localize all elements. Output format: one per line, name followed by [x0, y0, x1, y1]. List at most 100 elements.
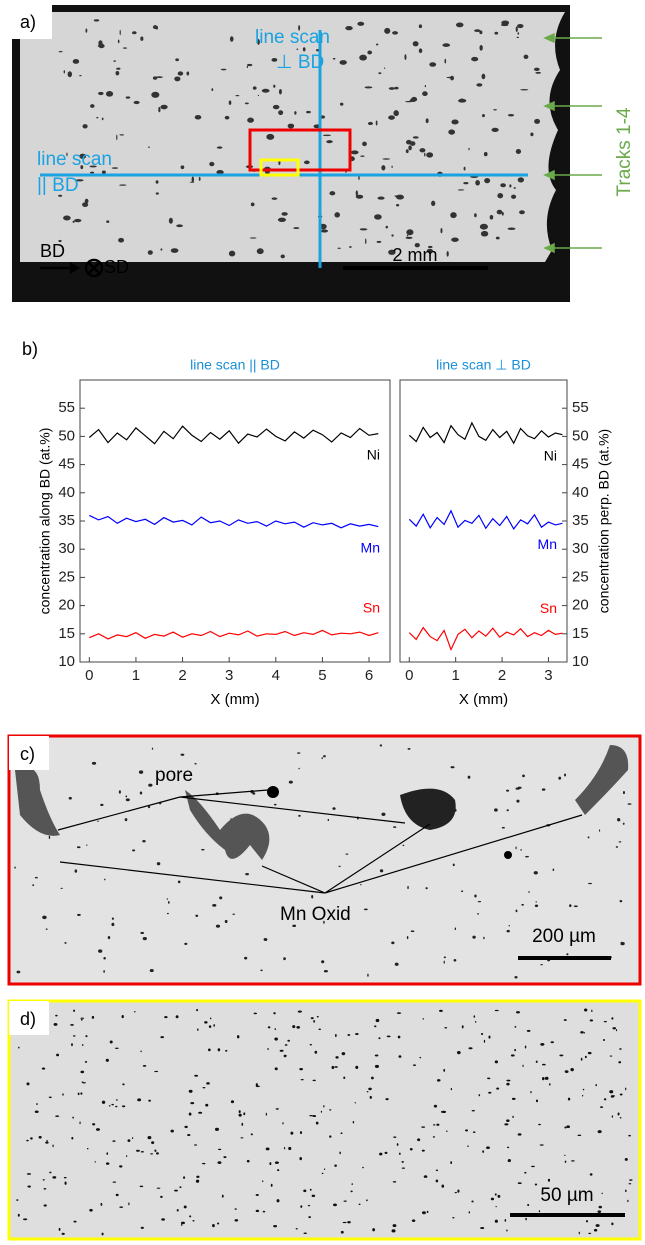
pore	[76, 846, 81, 849]
pore	[274, 1028, 276, 1031]
pore	[75, 179, 84, 182]
pore	[263, 938, 268, 942]
pore	[615, 846, 619, 848]
x-tick-label: 4	[272, 667, 280, 684]
pore	[392, 31, 399, 35]
pore	[378, 1037, 381, 1040]
pore	[345, 853, 349, 855]
pore	[425, 118, 429, 124]
pore	[302, 47, 306, 52]
annotation: line scan	[255, 27, 330, 48]
pore	[511, 194, 517, 199]
pore	[124, 818, 128, 822]
pore	[374, 214, 382, 220]
pore	[421, 1211, 426, 1215]
pore	[564, 1160, 567, 1163]
pore	[512, 1115, 514, 1119]
pore	[628, 1183, 632, 1185]
pore	[158, 106, 161, 113]
pore	[91, 1015, 95, 1019]
label-box	[9, 1001, 49, 1035]
x-tick-label: 5	[318, 667, 326, 684]
pore	[228, 100, 232, 105]
pore	[293, 227, 300, 229]
pore	[394, 86, 399, 90]
pore	[98, 40, 103, 47]
pore	[355, 1065, 359, 1069]
pore	[82, 124, 88, 129]
pore	[192, 1219, 195, 1222]
series-label: Ni	[544, 447, 557, 463]
x-tick-label: 2	[498, 667, 506, 684]
pore	[372, 1228, 375, 1232]
sample	[20, 12, 565, 262]
pore	[496, 1087, 500, 1090]
pore	[362, 1166, 364, 1169]
pore	[265, 1147, 270, 1151]
pore	[538, 1210, 541, 1213]
pore	[132, 849, 136, 852]
pore	[412, 1064, 417, 1066]
y-tick-label: 35	[572, 512, 589, 529]
pore	[115, 1193, 119, 1197]
pore	[504, 1219, 507, 1222]
pore	[253, 1012, 258, 1015]
pore	[106, 220, 110, 224]
pore	[581, 1094, 584, 1097]
pore	[436, 1079, 441, 1082]
series-line	[408, 626, 563, 652]
pore	[62, 1093, 64, 1096]
pore	[156, 1187, 161, 1189]
pore	[115, 1105, 118, 1108]
pore	[140, 1050, 142, 1053]
pore	[321, 757, 323, 760]
y-tick-label: 20	[572, 597, 589, 614]
pore	[393, 110, 399, 117]
pore	[96, 116, 99, 119]
pore	[297, 752, 301, 754]
pore	[384, 1151, 388, 1155]
pore	[618, 1061, 622, 1064]
pore	[407, 885, 409, 890]
pore	[488, 1035, 491, 1039]
pore	[224, 115, 230, 120]
pore	[288, 780, 293, 784]
pore	[426, 152, 434, 158]
pore	[63, 1176, 67, 1179]
pore	[535, 1099, 539, 1103]
pore	[149, 968, 154, 973]
pore	[595, 1224, 600, 1227]
pore	[332, 57, 336, 60]
pore	[262, 1180, 264, 1183]
pore	[139, 791, 143, 795]
pore	[427, 245, 433, 249]
pore	[564, 773, 567, 777]
pore	[535, 1060, 538, 1063]
pore	[587, 836, 590, 839]
pore	[30, 1137, 33, 1140]
x-tick-label: 6	[365, 667, 373, 684]
pore	[108, 1105, 111, 1107]
x-axis-label: X (mm)	[459, 691, 508, 708]
pore	[453, 958, 457, 962]
pore	[399, 1152, 401, 1155]
pore	[406, 234, 409, 237]
pore	[131, 1137, 134, 1140]
pore	[68, 796, 72, 800]
panel-label: c)	[20, 744, 35, 764]
pore	[198, 176, 201, 181]
pore	[366, 1199, 368, 1202]
pore	[238, 1110, 241, 1114]
pore	[517, 32, 520, 35]
pore	[588, 1232, 592, 1235]
series-line	[89, 629, 379, 640]
pore	[279, 1049, 284, 1052]
pore	[517, 1133, 522, 1136]
pore	[412, 136, 419, 139]
pore	[609, 1055, 613, 1057]
pore	[147, 805, 151, 809]
pore	[419, 1056, 422, 1059]
pore	[38, 1135, 42, 1139]
pore	[217, 1148, 222, 1151]
pore	[147, 146, 150, 148]
